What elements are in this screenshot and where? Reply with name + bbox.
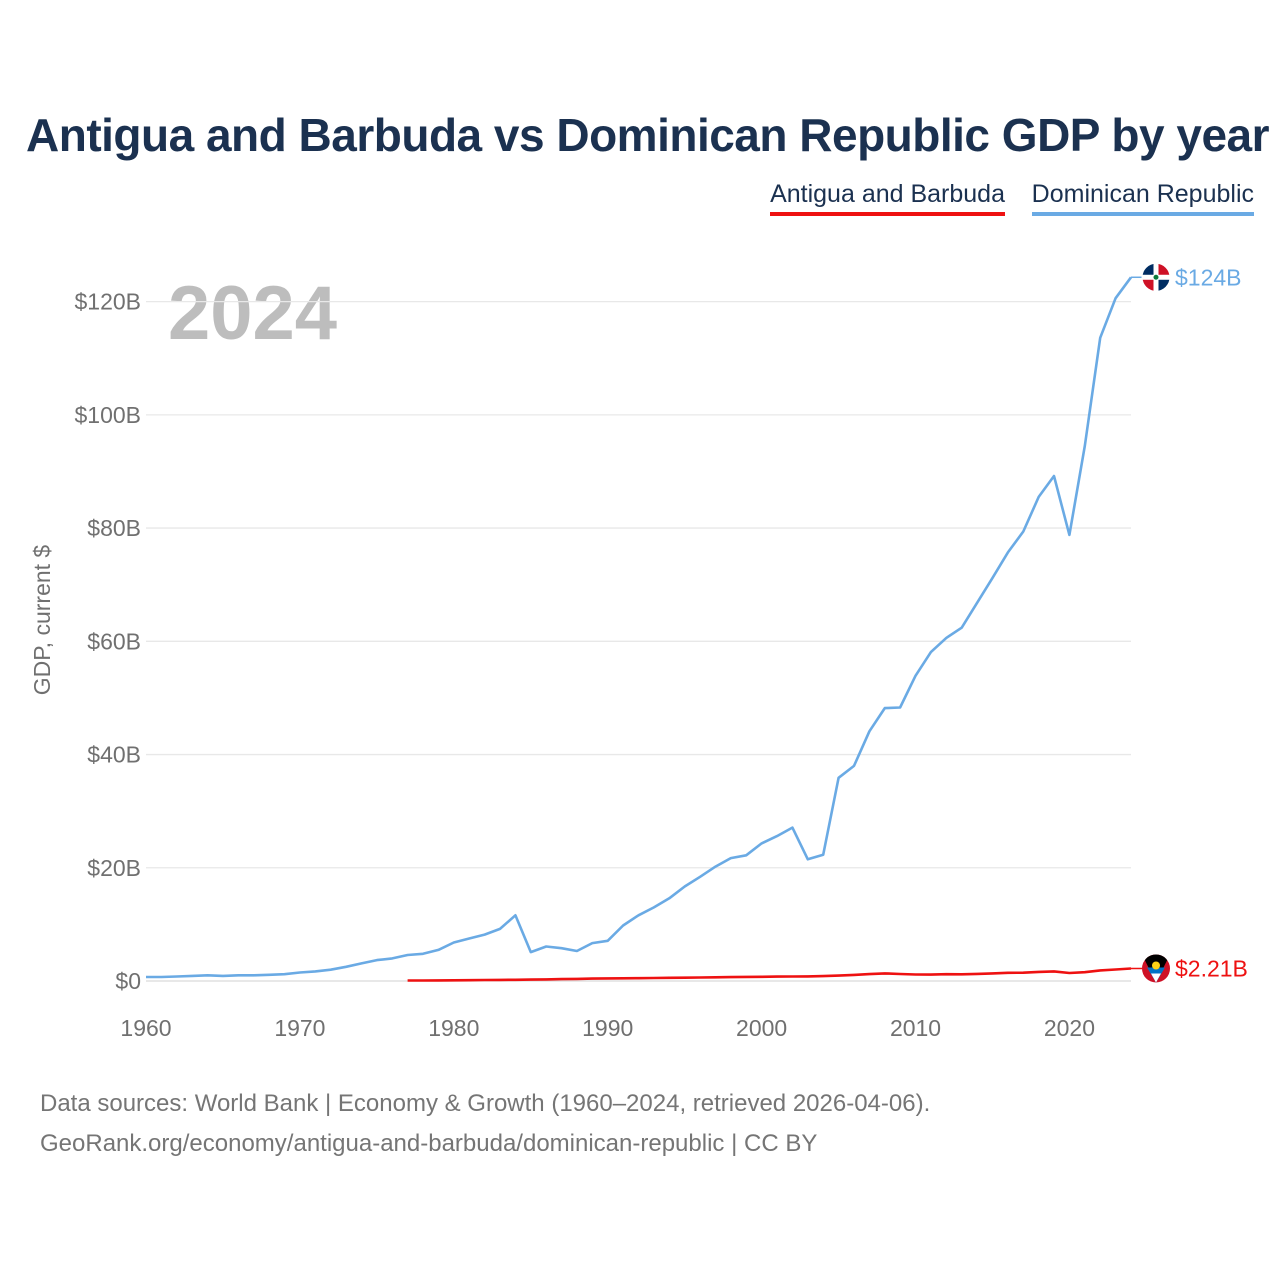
x-tick-label: 2020 (1044, 1015, 1095, 1041)
end-markers: $124B $2.21B (1131, 262, 1248, 983)
y-axis-title: GDP, current $ (29, 545, 55, 696)
footer: Data sources: World Bank | Economy & Gro… (40, 1084, 930, 1164)
end-value-label-dominican-republic: $124B (1175, 264, 1242, 290)
y-tick-label: $20B (87, 855, 141, 881)
x-tick-label: 2010 (890, 1015, 941, 1041)
legend-item-dominican-republic[interactable]: Dominican Republic (1031, 180, 1254, 216)
y-axis: $0 $20B $40B $60B $80B $100B $120B (74, 289, 141, 994)
end-value-label-antigua-and-barbuda: $2.21B (1175, 955, 1248, 981)
dominican-republic-flag-icon (1141, 262, 1171, 292)
x-tick-label: 1990 (582, 1015, 633, 1041)
chart-title: Antigua and Barbuda vs Dominican Republi… (26, 109, 1270, 161)
antigua-and-barbuda-flag-icon (1142, 954, 1170, 983)
y-tick-label: $120B (74, 289, 141, 315)
series-line-dominican-republic (146, 276, 1133, 979)
series-line-antigua-and-barbuda (407, 967, 1132, 982)
y-tick-label: $60B (87, 628, 141, 654)
x-tick-label: 1960 (120, 1015, 171, 1041)
x-axis: 1960 1970 1980 1990 2000 2010 2020 (120, 1015, 1095, 1041)
year-label: 2024 (168, 271, 337, 356)
x-tick-label: 1980 (428, 1015, 479, 1041)
x-tick-label: 1970 (274, 1015, 325, 1041)
footer-attribution: GeoRank.org/economy/antigua-and-barbuda/… (40, 1130, 818, 1157)
y-tick-label: $40B (87, 742, 141, 768)
legend-item-antigua-and-barbuda[interactable]: Antigua and Barbuda (770, 180, 1005, 216)
series-lines (146, 276, 1133, 982)
x-tick-label: 2000 (736, 1015, 787, 1041)
footer-sources: Data sources: World Bank | Economy & Gro… (40, 1090, 931, 1117)
y-tick-label: $100B (74, 402, 141, 428)
y-tick-label: $80B (87, 515, 141, 541)
y-tick-label: $0 (115, 968, 141, 994)
grid-lines (146, 300, 1131, 982)
